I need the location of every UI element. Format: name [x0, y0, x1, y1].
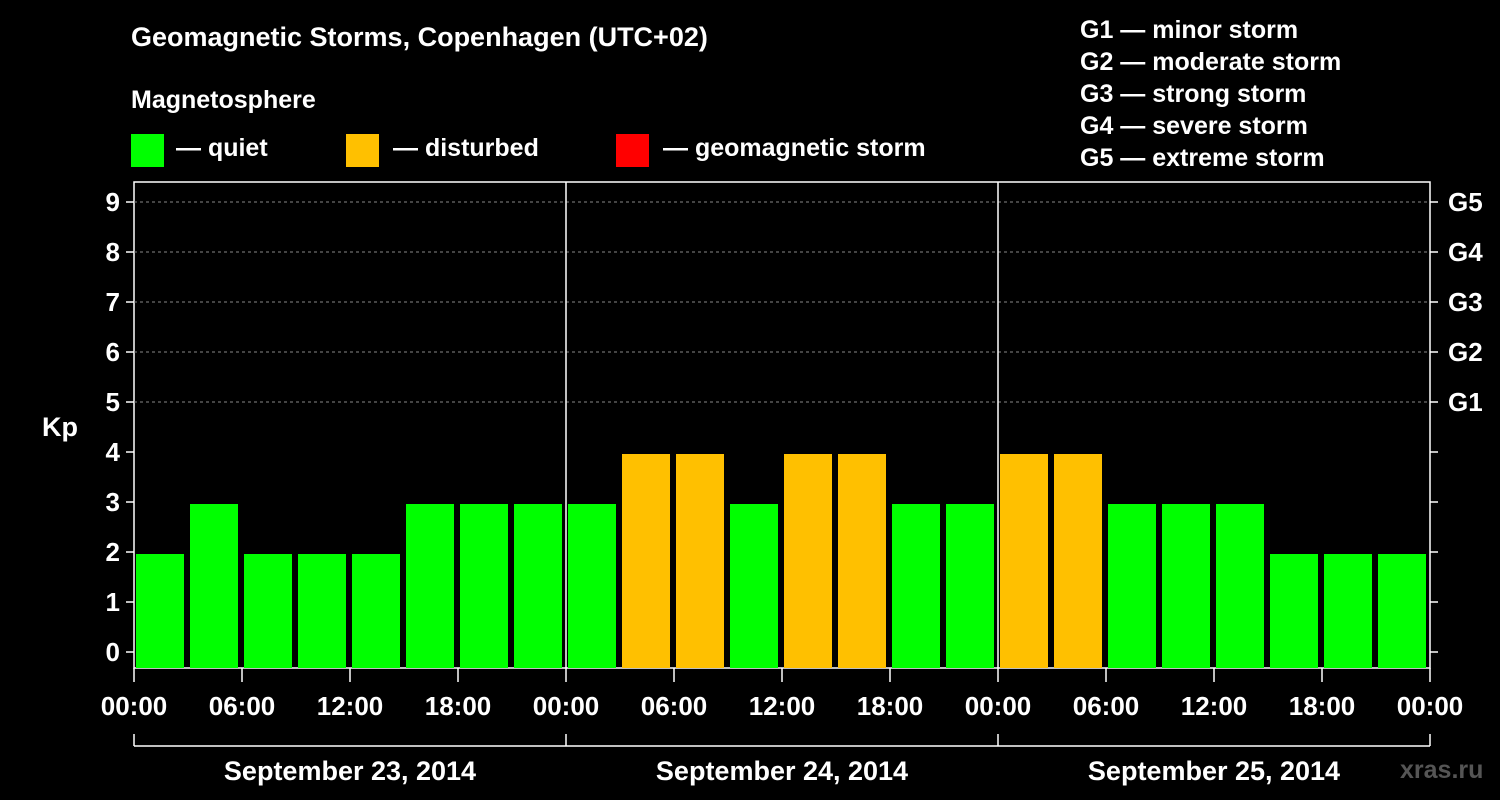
kp-bar	[568, 504, 616, 668]
legend-swatch-quiet	[131, 134, 164, 167]
kp-bar	[1108, 504, 1156, 668]
x-tick-label: 06:00	[209, 691, 276, 721]
x-tick-label: 00:00	[101, 691, 168, 721]
kp-bar	[244, 554, 292, 668]
y-tick-label: 6	[106, 337, 120, 367]
kp-bar	[1270, 554, 1318, 668]
kp-bar	[892, 504, 940, 668]
kp-bar	[406, 504, 454, 668]
storm-level-g5: G5 — extreme storm	[1080, 144, 1325, 172]
storm-level-axis-label: G2	[1448, 337, 1483, 367]
kp-bar	[946, 504, 994, 668]
kp-bar	[1162, 504, 1210, 668]
day-label: September 24, 2014	[656, 756, 908, 786]
y-tick-label: 9	[106, 187, 120, 217]
y-tick-label: 3	[106, 487, 120, 517]
storm-level-axis-label: G1	[1448, 387, 1483, 417]
kp-bar	[622, 454, 670, 668]
x-tick-label: 00:00	[533, 691, 600, 721]
kp-bar	[136, 554, 184, 668]
x-tick-label: 18:00	[857, 691, 924, 721]
kp-bar	[1216, 504, 1264, 668]
kp-bar	[1054, 454, 1102, 668]
kp-bar	[784, 454, 832, 668]
kp-bar	[190, 504, 238, 668]
x-tick-label: 18:00	[1289, 691, 1356, 721]
kp-bar	[838, 454, 886, 668]
kp-bar	[460, 504, 508, 668]
storm-level-g3: G3 — strong storm	[1080, 80, 1307, 108]
x-tick-label: 12:00	[1181, 691, 1248, 721]
x-tick-label: 06:00	[641, 691, 708, 721]
storm-level-axis-label: G4	[1448, 237, 1483, 267]
y-tick-label: 0	[106, 637, 120, 667]
y-axis-label: Kp	[42, 412, 78, 442]
kp-bar	[730, 504, 778, 668]
legend-label-storm: — geomagnetic storm	[663, 134, 926, 162]
kp-bar	[1324, 554, 1372, 668]
kp-bar	[676, 454, 724, 668]
kp-bar	[298, 554, 346, 668]
storm-level-g2: G2 — moderate storm	[1080, 48, 1342, 76]
storm-level-g4: G4 — severe storm	[1080, 112, 1308, 140]
x-tick-label: 12:00	[749, 691, 816, 721]
y-tick-label: 8	[106, 237, 120, 267]
watermark: xras.ru	[1400, 756, 1484, 784]
y-tick-label: 4	[106, 437, 121, 467]
kp-bar	[352, 554, 400, 668]
legend-label-disturbed: — disturbed	[393, 134, 539, 162]
y-tick-label: 5	[106, 387, 120, 417]
x-tick-label: 00:00	[965, 691, 1032, 721]
storm-level-axis-label: G5	[1448, 187, 1483, 217]
storm-level-list: G1 — minor storm G2 — moderate storm G3 …	[1080, 14, 1341, 174]
day-label: September 25, 2014	[1088, 756, 1340, 786]
legend-subtitle: Magnetosphere	[131, 86, 316, 114]
storm-level-g1: G1 — minor storm	[1080, 16, 1299, 44]
legend-label-quiet: — quiet	[176, 134, 268, 162]
x-tick-label: 18:00	[425, 691, 492, 721]
y-tick-label: 7	[106, 287, 120, 317]
x-tick-label: 06:00	[1073, 691, 1140, 721]
legend-swatch-storm	[616, 134, 649, 167]
chart-title: Geomagnetic Storms, Copenhagen (UTC+02)	[131, 22, 708, 52]
y-tick-label: 1	[106, 587, 120, 617]
x-tick-label: 00:00	[1397, 691, 1464, 721]
storm-level-axis-label: G3	[1448, 287, 1483, 317]
kp-bar	[1378, 554, 1426, 668]
y-tick-label: 2	[106, 537, 120, 567]
legend-swatch-disturbed	[346, 134, 379, 167]
kp-bar	[514, 504, 562, 668]
kp-bar	[1000, 454, 1048, 668]
x-tick-label: 12:00	[317, 691, 384, 721]
day-label: September 23, 2014	[224, 756, 476, 786]
